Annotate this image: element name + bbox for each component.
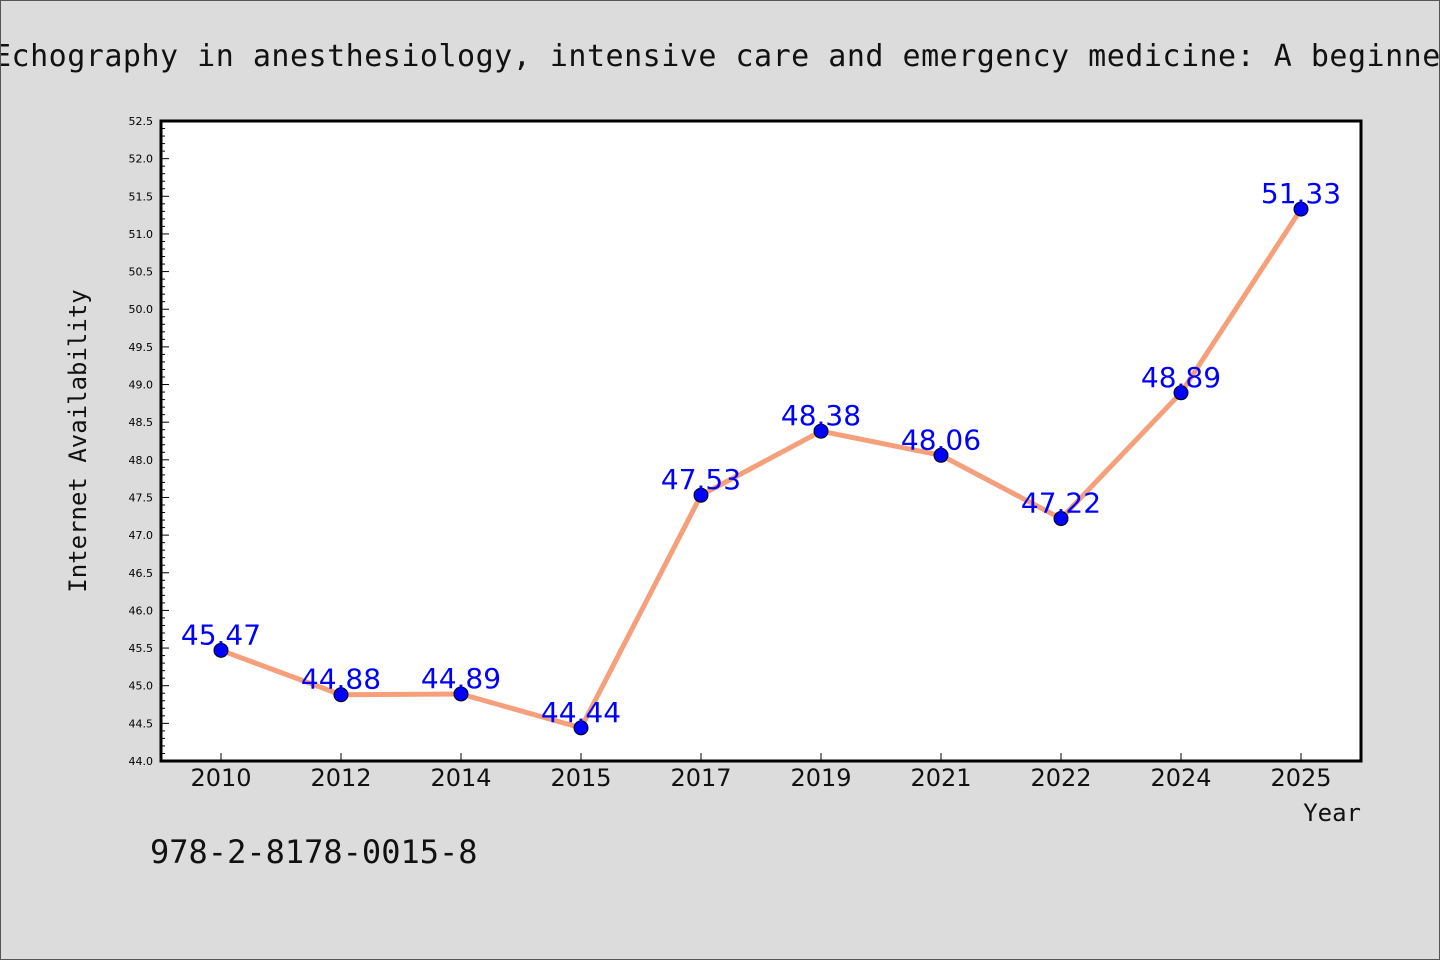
data-label: 44.88 xyxy=(301,663,381,696)
y-tick-label: 50.0 xyxy=(129,303,154,316)
data-label: 45.47 xyxy=(181,618,261,651)
y-axis: 44.0 44.5 45.0 45.5 46.0 46.5 47.0 47.5 48.0 48.5… xyxy=(129,115,169,768)
data-point xyxy=(1053,511,1069,527)
y-tick-label: 52.0 xyxy=(129,153,154,166)
y-tick-label: 51.0 xyxy=(129,228,154,241)
series xyxy=(220,207,1304,731)
data-point xyxy=(573,720,589,736)
data-label: 51.33 xyxy=(1261,177,1341,210)
x-tick-label: 2014 xyxy=(430,764,491,792)
x-tick-label: 2024 xyxy=(1150,764,1211,792)
y-tick-label: 46.0 xyxy=(129,604,154,617)
data-point xyxy=(1293,201,1309,217)
data-label: 48.06 xyxy=(901,423,981,456)
y-tick-label: 44.0 xyxy=(129,755,154,768)
data-point xyxy=(213,642,229,658)
data-label: 44.89 xyxy=(421,662,501,695)
x-tick-label: 2015 xyxy=(550,764,611,792)
y-tick-label: 47.5 xyxy=(129,491,154,504)
y-tick-label: 52.5 xyxy=(129,115,154,128)
x-tick-label: 2012 xyxy=(310,764,371,792)
y-tick-label: 45.0 xyxy=(129,680,154,693)
x-axis-label: Year xyxy=(1303,799,1361,827)
plot-area xyxy=(159,119,1363,763)
data-point xyxy=(693,487,709,503)
y-tick-label: 45.5 xyxy=(129,642,154,655)
y-tick-label: 48.5 xyxy=(129,416,154,429)
y-tick-label: 46.5 xyxy=(129,567,154,580)
y-tick-label: 49.0 xyxy=(129,379,154,392)
x-tick-label: 2025 xyxy=(1270,764,1331,792)
data-point xyxy=(813,423,829,439)
data-point xyxy=(1173,385,1189,401)
x-tick-label: 2022 xyxy=(1030,764,1091,792)
series-line xyxy=(220,207,1304,731)
x-tick-label: 2017 xyxy=(670,764,731,792)
data-point xyxy=(453,686,469,702)
data-label: 47.53 xyxy=(661,463,741,496)
y-tick-label: 44.5 xyxy=(129,717,154,730)
x-tick-label: 2019 xyxy=(790,764,851,792)
y-tick-label: 47.0 xyxy=(129,529,154,542)
x-axis: 2010 2012 2014 2015 2017 2019 2021 2022 2024 2025 xyxy=(190,753,1332,792)
x-tick-label: 2021 xyxy=(910,764,971,792)
data-point xyxy=(333,687,349,703)
chart-title: Echography in anesthesiology, intensive … xyxy=(0,39,1440,74)
data-label: 48.89 xyxy=(1141,361,1221,394)
data-label: 47.22 xyxy=(1021,487,1101,520)
data-point xyxy=(933,447,949,463)
isbn-text: 978-2-8178-0015-8 xyxy=(150,833,478,871)
x-tick-label: 2010 xyxy=(190,764,251,792)
y-tick-label: 50.5 xyxy=(129,266,154,279)
data-labels: 45.47 44.88 44.89 44.44 47.53 48.38 48.06 47.22… xyxy=(181,177,1341,729)
y-axis-label: Internet Availability xyxy=(64,289,92,592)
y-tick-label: 49.5 xyxy=(129,341,154,354)
data-label: 48.38 xyxy=(781,399,861,432)
y-tick-label: 48.0 xyxy=(129,454,154,467)
y-tick-label: 51.5 xyxy=(129,190,154,203)
markers xyxy=(213,201,1309,736)
data-label: 44.44 xyxy=(541,696,621,729)
